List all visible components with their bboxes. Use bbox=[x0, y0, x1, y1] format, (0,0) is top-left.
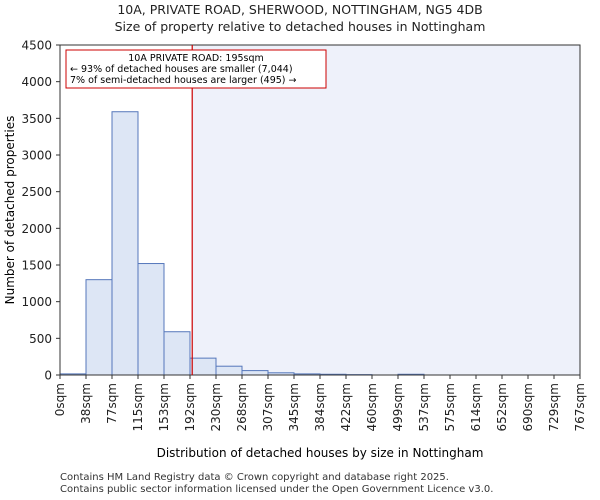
bar-230sqm bbox=[215, 365, 243, 376]
x-tick-label-230sqm: 230sqm bbox=[209, 383, 223, 431]
annotation-line-1: 10A PRIVATE ROAD: 195sqm bbox=[128, 53, 264, 64]
x-tick-label-192sqm: 192sqm bbox=[183, 383, 197, 431]
footer-copyright: Contains HM Land Registry data © Crown c… bbox=[60, 472, 449, 483]
bar-38sqm bbox=[85, 279, 113, 376]
y-tick-label-2000: 2000 bbox=[21, 222, 52, 236]
x-axis-label: Distribution of detached houses by size … bbox=[157, 446, 484, 460]
y-tick-label-2500: 2500 bbox=[21, 185, 52, 199]
bar-77sqm bbox=[111, 111, 139, 376]
x-tick-label-614sqm: 614sqm bbox=[469, 383, 483, 431]
annotation-line-3: 7% of semi-detached houses are larger (4… bbox=[70, 75, 297, 86]
x-tick-label-499sqm: 499sqm bbox=[391, 383, 405, 431]
annotation-box: 10A PRIVATE ROAD: 195sqm ← 93% of detach… bbox=[65, 49, 327, 89]
y-tick-label-3000: 3000 bbox=[21, 149, 52, 163]
y-tick-label-500: 500 bbox=[29, 332, 52, 346]
x-tick-label-384sqm: 384sqm bbox=[313, 383, 327, 431]
x-tick-label-77sqm: 77sqm bbox=[105, 383, 119, 424]
x-tick-label-422sqm: 422sqm bbox=[339, 383, 353, 431]
x-tick-label-268sqm: 268sqm bbox=[235, 383, 249, 431]
x-tick-label-38sqm: 38sqm bbox=[79, 383, 93, 424]
chart-title: 10A, PRIVATE ROAD, SHERWOOD, NOTTINGHAM,… bbox=[117, 2, 483, 17]
x-tick-label-537sqm: 537sqm bbox=[417, 383, 431, 431]
x-tick-label-307sqm: 307sqm bbox=[261, 383, 275, 431]
x-tick-label-153sqm: 153sqm bbox=[157, 383, 171, 431]
bar-115sqm bbox=[137, 263, 165, 376]
y-tick-label-1500: 1500 bbox=[21, 259, 52, 273]
x-tick-label-652sqm: 652sqm bbox=[495, 383, 509, 431]
bar-268sqm bbox=[241, 370, 269, 376]
y-tick-label-4000: 4000 bbox=[21, 75, 52, 89]
y-tick-label-3500: 3500 bbox=[21, 112, 52, 126]
y-axis-label: Number of detached properties bbox=[3, 116, 17, 305]
footer-licence: Contains public sector information licen… bbox=[60, 484, 494, 495]
x-tick-label-115sqm: 115sqm bbox=[131, 383, 145, 431]
x-tick-label-767sqm: 767sqm bbox=[573, 383, 587, 431]
x-tick-label-0sqm: 0sqm bbox=[53, 383, 67, 416]
y-tick-label-4500: 4500 bbox=[21, 39, 52, 53]
x-tick-label-460sqm: 460sqm bbox=[365, 383, 379, 431]
x-tick-label-575sqm: 575sqm bbox=[443, 383, 457, 431]
x-tick-label-690sqm: 690sqm bbox=[521, 383, 535, 431]
x-tick-label-345sqm: 345sqm bbox=[287, 383, 301, 431]
y-tick-label-0: 0 bbox=[44, 369, 52, 383]
highlight-region bbox=[192, 45, 581, 375]
annotation-line-2: ← 93% of detached houses are smaller (7,… bbox=[70, 64, 293, 75]
y-tick-label-1000: 1000 bbox=[21, 295, 52, 309]
x-tick-label-729sqm: 729sqm bbox=[547, 383, 561, 431]
bar-153sqm bbox=[163, 331, 191, 376]
chart-subtitle: Size of property relative to detached ho… bbox=[114, 19, 486, 34]
bar-192sqm bbox=[189, 357, 217, 376]
chart-area: 0 500 1000 1500 2000 2500 3000 3500 4000 4500 0sq… bbox=[3, 39, 587, 461]
